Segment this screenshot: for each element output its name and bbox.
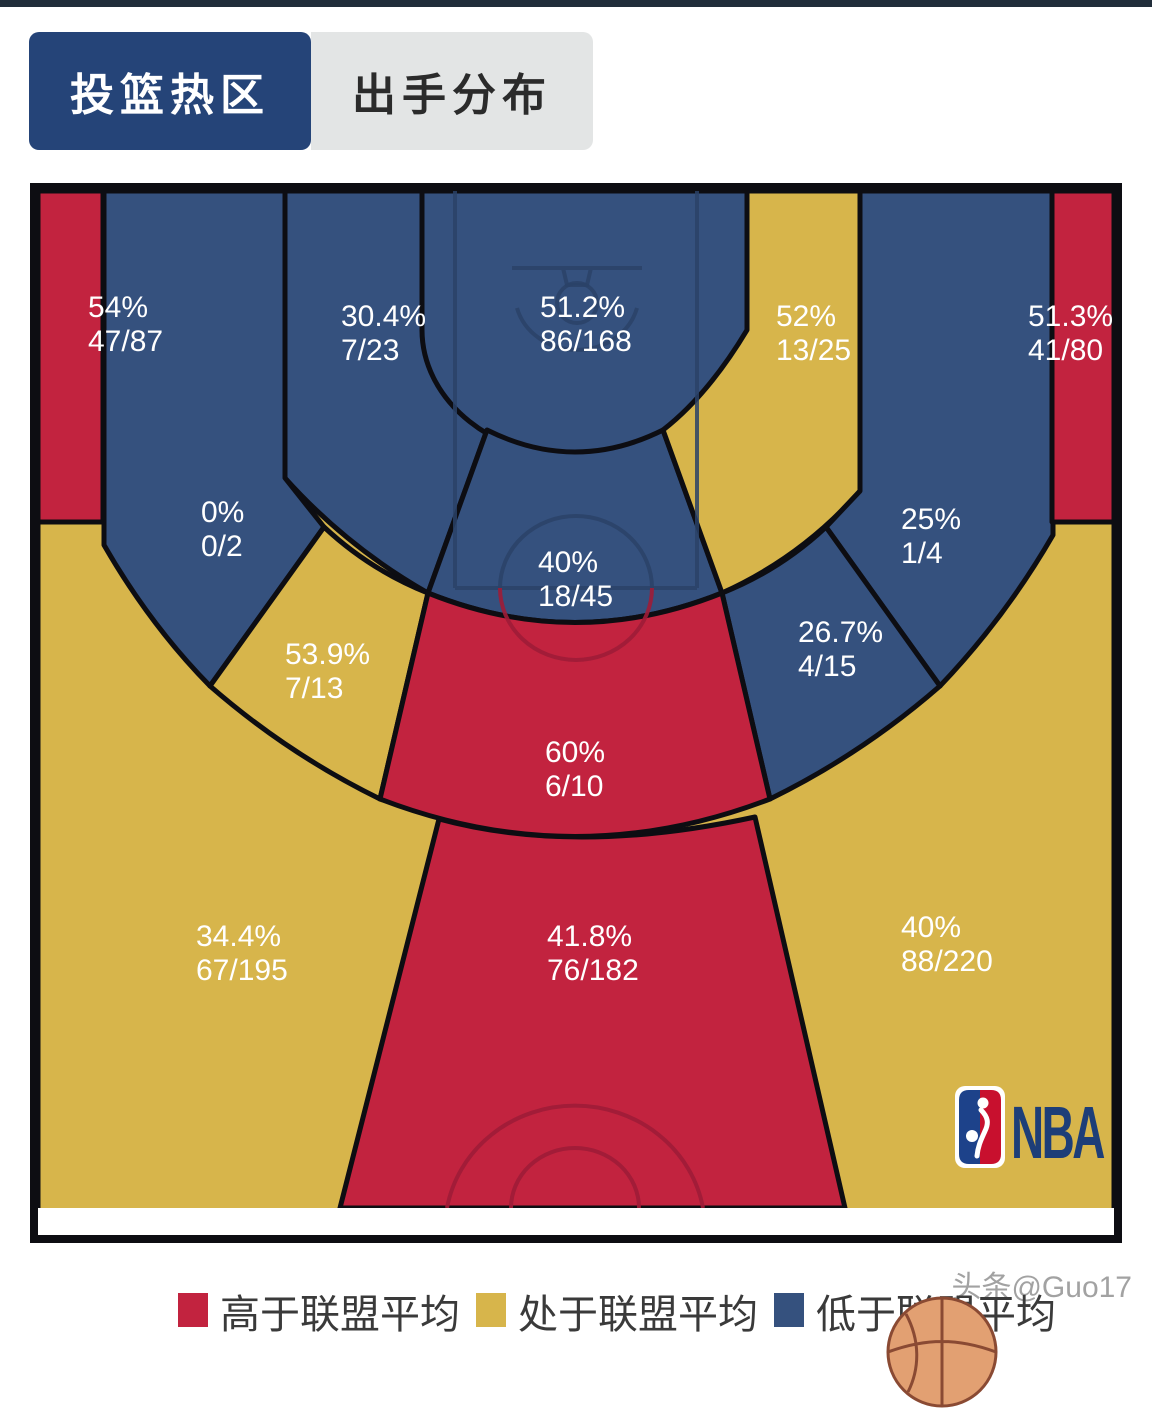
svg-text:26.7%: 26.7% xyxy=(798,616,883,649)
legend-item-above-average: 高于联盟平均 xyxy=(178,1293,460,1337)
court-markings xyxy=(445,191,705,1209)
zone-free-throw xyxy=(377,590,773,839)
nba-logo: NBA xyxy=(955,1086,1107,1175)
svg-text:34.4%: 34.4% xyxy=(196,920,281,953)
svg-text:51.3%: 51.3% xyxy=(1028,300,1113,333)
basketball-avatar xyxy=(886,1296,998,1408)
nba-logo-blue-half xyxy=(959,1090,980,1164)
svg-text:41/80: 41/80 xyxy=(1028,334,1103,367)
svg-text:53.9%: 53.9% xyxy=(285,638,370,671)
shot-zone-chart: 54% 47/87 0% 0/2 30.4% 7/23 51.2% 86/168… xyxy=(30,183,1122,1243)
watermark: 头条@Guo17 xyxy=(951,1271,1132,1304)
svg-text:0/2: 0/2 xyxy=(201,530,243,563)
legend-swatch-blue xyxy=(774,1293,804,1327)
svg-text:18/45: 18/45 xyxy=(538,580,613,613)
zone-right-elbow xyxy=(719,524,943,802)
nba-logo-player-silhouette xyxy=(966,1097,990,1159)
svg-text:47/87: 47/87 xyxy=(88,325,163,358)
svg-text:52%: 52% xyxy=(776,300,836,333)
zone-left-elbow xyxy=(207,524,431,802)
svg-text:54%: 54% xyxy=(88,291,148,324)
svg-text:6/10: 6/10 xyxy=(545,770,603,803)
svg-text:30.4%: 30.4% xyxy=(341,300,426,333)
svg-text:67/195: 67/195 xyxy=(196,954,288,987)
nba-logo-text: NBA xyxy=(1011,1092,1104,1175)
svg-text:76/182: 76/182 xyxy=(547,954,639,987)
legend-item-at-average: 处于联盟平均 xyxy=(476,1293,758,1337)
svg-text:86/168: 86/168 xyxy=(540,325,632,358)
legend-swatch-red xyxy=(178,1293,208,1327)
svg-text:1/4: 1/4 xyxy=(901,537,943,570)
court-bottom-strip xyxy=(38,1208,1114,1235)
zone-left-corner-three xyxy=(38,191,106,525)
legend-label-above-average: 高于联盟平均 xyxy=(220,1293,460,1337)
tab-bar: 投篮热区 出手分布 xyxy=(29,32,593,150)
zone-right-corner-three xyxy=(1049,191,1114,525)
svg-text:60%: 60% xyxy=(545,736,605,769)
svg-text:7/23: 7/23 xyxy=(341,334,399,367)
svg-text:4/15: 4/15 xyxy=(798,650,856,683)
zone-labels: 54% 47/87 0% 0/2 30.4% 7/23 51.2% 86/168… xyxy=(88,291,1113,987)
tab-shot-hot-zone[interactable]: 投篮热区 xyxy=(29,32,311,150)
svg-text:40%: 40% xyxy=(538,546,598,579)
top-status-bar xyxy=(0,0,1152,7)
svg-text:41.8%: 41.8% xyxy=(547,920,632,953)
svg-text:7/13: 7/13 xyxy=(285,672,343,705)
nba-logo-red-half xyxy=(980,1090,1001,1164)
legend-label-at-average: 处于联盟平均 xyxy=(518,1293,758,1337)
tab-shot-distribution[interactable]: 出手分布 xyxy=(311,32,593,150)
svg-text:88/220: 88/220 xyxy=(901,945,993,978)
legend-swatch-yellow xyxy=(476,1293,506,1327)
svg-text:40%: 40% xyxy=(901,911,961,944)
svg-text:25%: 25% xyxy=(901,503,961,536)
svg-text:13/25: 13/25 xyxy=(776,334,851,367)
svg-text:51.2%: 51.2% xyxy=(540,291,625,324)
svg-text:0%: 0% xyxy=(201,496,244,529)
